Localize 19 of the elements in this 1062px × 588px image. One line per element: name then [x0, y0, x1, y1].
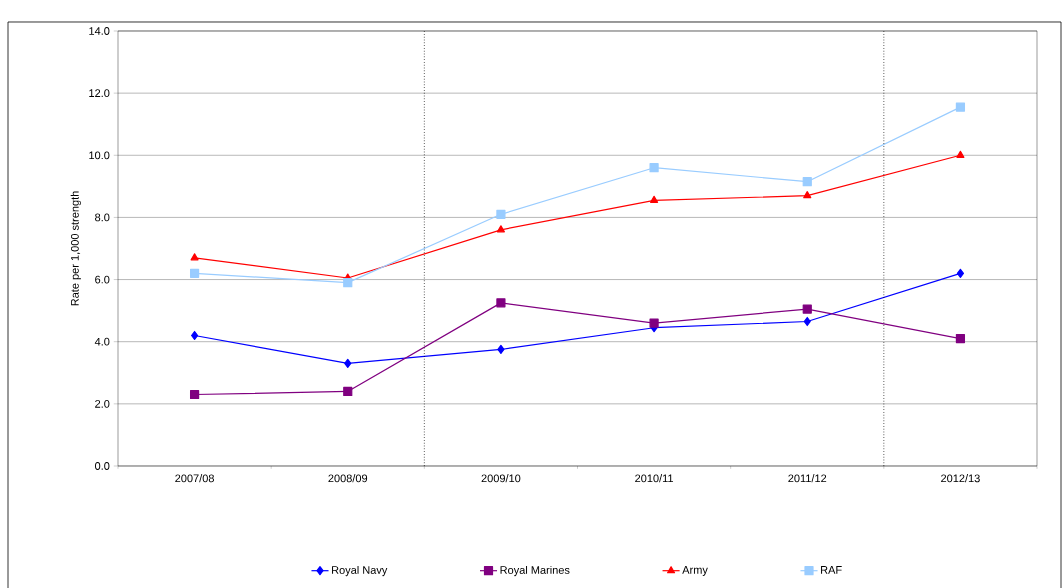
x-tick-label: 2010/11	[635, 474, 674, 483]
y-tick-label: 4.0	[94, 337, 110, 346]
y-tick-label: 0.0	[95, 462, 110, 470]
y-tick-label: 14.0	[89, 27, 110, 35]
legend-label: Army	[682, 566, 708, 576]
x-tick-label: 2011/12	[788, 474, 827, 483]
legend-label: Royal Navy	[332, 565, 388, 577]
y-tick-label: 8.0	[95, 213, 110, 222]
y-tick-label: 6.0	[95, 275, 110, 284]
y-tick-label: 12.0	[89, 89, 110, 98]
legend-label: RAF	[821, 566, 842, 574]
y-tick-label: 10.0	[89, 151, 110, 160]
x-tick-label: 2009/10	[481, 474, 521, 483]
x-tick-label: 2007/08	[175, 474, 214, 483]
x-tick-label: 2012/13	[941, 474, 980, 483]
x-tick-label: 2008/09	[328, 474, 368, 483]
y-tick-label: 2.0	[95, 399, 110, 408]
legend-label: Royal Marines	[500, 565, 570, 577]
y-axis-title: Rate per 1,000 strength	[70, 191, 81, 306]
